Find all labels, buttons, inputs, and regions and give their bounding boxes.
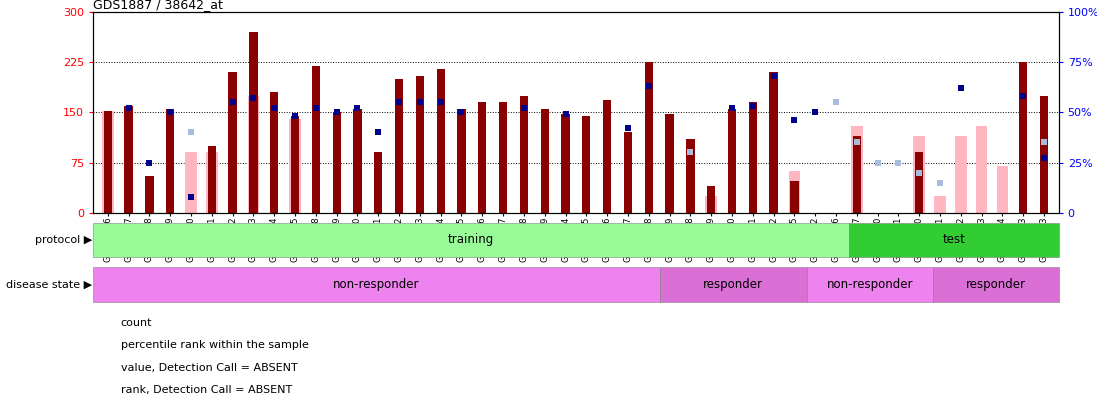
Bar — [851, 126, 862, 213]
Text: count: count — [121, 318, 152, 328]
Bar — [1019, 62, 1028, 213]
Bar — [437, 69, 445, 213]
Text: percentile rank within the sample: percentile rank within the sample — [121, 340, 308, 350]
Bar — [645, 62, 653, 213]
Bar — [416, 76, 425, 213]
Bar — [93, 223, 849, 257]
Bar — [312, 66, 320, 213]
Text: training: training — [448, 233, 494, 247]
Bar — [789, 171, 800, 213]
Text: protocol ▶: protocol ▶ — [35, 235, 92, 245]
Bar — [790, 181, 799, 213]
Bar — [124, 106, 133, 213]
Bar — [915, 153, 924, 213]
Text: responder: responder — [703, 278, 764, 291]
Bar — [457, 109, 465, 213]
Bar — [727, 109, 736, 213]
Bar — [374, 153, 383, 213]
Bar — [955, 136, 966, 213]
Bar — [145, 176, 154, 213]
Bar — [562, 114, 569, 213]
Bar — [207, 146, 216, 213]
Bar — [583, 116, 590, 213]
Bar — [206, 153, 217, 213]
Text: GDS1887 / 38642_at: GDS1887 / 38642_at — [93, 0, 223, 11]
Bar — [270, 92, 279, 213]
Bar — [806, 267, 932, 302]
Bar — [687, 139, 694, 213]
Bar — [997, 166, 1008, 213]
Bar — [103, 111, 112, 213]
Bar — [541, 109, 548, 213]
Bar — [935, 196, 946, 213]
Bar — [748, 102, 757, 213]
Bar — [706, 186, 715, 213]
Bar — [769, 72, 778, 213]
Bar — [395, 79, 404, 213]
Bar — [1040, 96, 1049, 213]
Bar — [914, 136, 925, 213]
Bar — [291, 116, 299, 213]
Bar — [520, 96, 528, 213]
Bar — [93, 267, 660, 302]
Text: disease state ▶: disease state ▶ — [5, 279, 92, 290]
Bar — [249, 32, 258, 213]
Text: rank, Detection Call = ABSENT: rank, Detection Call = ABSENT — [121, 385, 292, 395]
Bar — [185, 153, 196, 213]
Text: test: test — [942, 233, 965, 247]
Text: non-responder: non-responder — [333, 278, 420, 291]
Bar — [499, 102, 507, 213]
Bar — [332, 113, 341, 213]
Bar — [976, 126, 987, 213]
Bar — [248, 96, 259, 213]
Bar — [705, 196, 716, 213]
Bar — [624, 132, 632, 213]
Bar — [166, 109, 174, 213]
Bar — [102, 111, 113, 213]
Bar — [353, 109, 362, 213]
Text: value, Detection Call = ABSENT: value, Detection Call = ABSENT — [121, 362, 297, 373]
Bar — [660, 267, 806, 302]
Bar — [849, 223, 1059, 257]
Bar — [603, 100, 611, 213]
Bar — [290, 119, 301, 213]
Bar — [852, 136, 861, 213]
Bar — [932, 267, 1059, 302]
Bar — [478, 102, 486, 213]
Text: responder: responder — [965, 278, 1026, 291]
Text: non-responder: non-responder — [826, 278, 913, 291]
Bar — [228, 72, 237, 213]
Bar — [666, 114, 674, 213]
